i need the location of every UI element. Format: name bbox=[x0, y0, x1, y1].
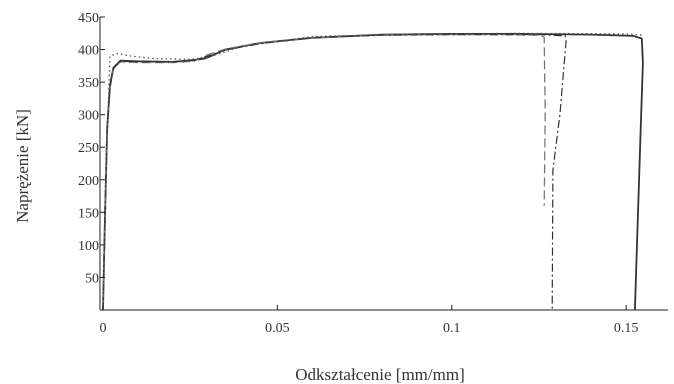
series-line-solid bbox=[102, 33, 644, 311]
y-axis-title: Naprężenie [kN] bbox=[13, 109, 32, 223]
x-tick-label: 0.05 bbox=[265, 321, 290, 336]
y-tick-label: 450 bbox=[78, 11, 99, 26]
x-tick-label: 0 bbox=[99, 321, 106, 336]
x-axis-title: Odkształcenie [mm/mm] bbox=[295, 365, 464, 384]
x-tick-label: 0.1 bbox=[443, 321, 461, 336]
y-tick-label: 100 bbox=[78, 239, 99, 254]
y-tick-label: 150 bbox=[78, 206, 99, 221]
series-layer bbox=[102, 32, 644, 311]
axes-layer bbox=[99, 17, 668, 311]
series-line-dashed bbox=[102, 33, 546, 311]
y-tick-label: 250 bbox=[78, 141, 99, 156]
series-line-dotted bbox=[102, 32, 644, 311]
y-tick-label: 350 bbox=[78, 76, 99, 91]
ticks-layer: 50 100 150 200 250 300 350 400 450 0 0.05 0.1 0.15 bbox=[78, 11, 638, 336]
y-tick-label: 300 bbox=[78, 109, 99, 124]
x-tick-label: 0.15 bbox=[614, 321, 639, 336]
series-line-dashdot bbox=[102, 34, 567, 311]
y-tick-label: 200 bbox=[78, 174, 99, 189]
y-tick-label: 400 bbox=[78, 44, 99, 59]
y-tick-label: 50 bbox=[85, 271, 99, 286]
